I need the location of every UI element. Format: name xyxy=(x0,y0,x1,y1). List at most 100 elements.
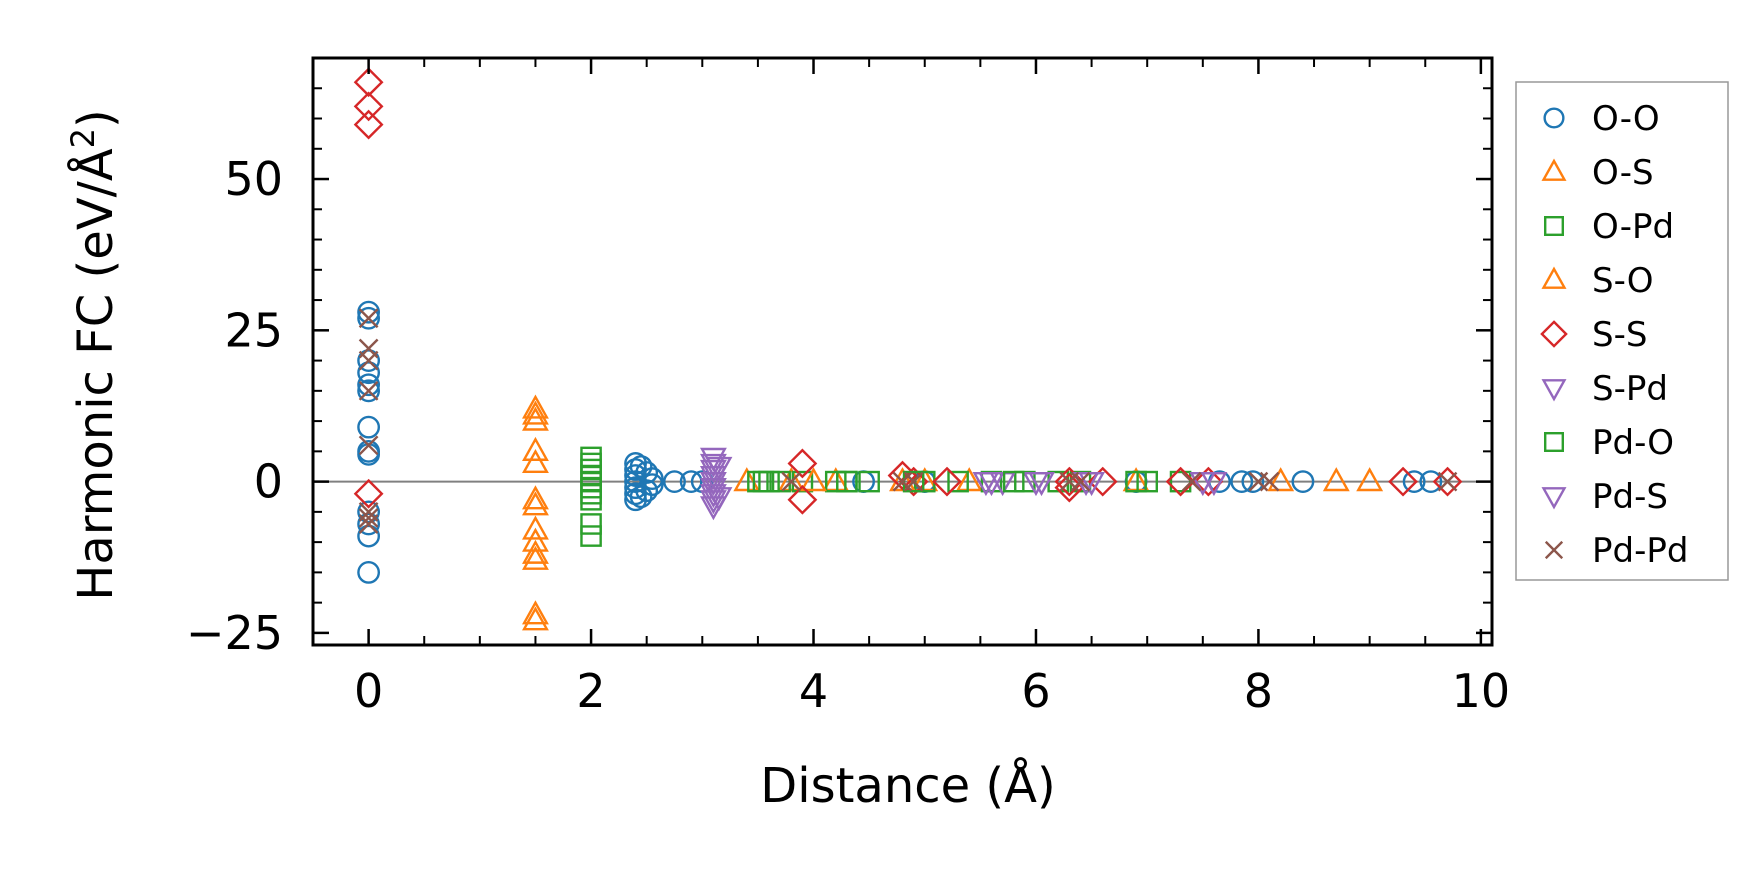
data-point-pd-pd xyxy=(358,350,379,371)
y-tick-label: 50 xyxy=(224,152,283,206)
data-point-s-s xyxy=(1193,466,1224,497)
legend-label-s-pd: S-Pd xyxy=(1592,369,1668,409)
data-point-o-o xyxy=(357,379,381,403)
y-axis-label: Harmonic FC (eV/Å2) xyxy=(64,109,124,601)
legend-label-pd-pd: Pd-Pd xyxy=(1592,531,1688,571)
x-tick-label: 6 xyxy=(1021,664,1050,718)
data-point-o-o xyxy=(357,361,381,385)
data-point-o-o xyxy=(640,473,664,497)
data-point-pd-pd xyxy=(358,514,379,534)
data-point-pd-s xyxy=(972,472,1000,497)
x-axis-label: Distance (Å) xyxy=(760,757,1055,814)
legend-label-pd-s: Pd-S xyxy=(1592,477,1668,517)
data-point-pd-s xyxy=(1028,472,1055,497)
plot-area: 0 2 4 6 8 10 −25 0 25 50 xyxy=(186,56,1510,718)
axes-frame xyxy=(311,56,1494,647)
data-point-o-pd xyxy=(580,452,602,475)
data-point-pd-pd xyxy=(1181,471,1202,492)
legend-marker-s-s xyxy=(1540,320,1568,348)
data-point-o-o xyxy=(1241,470,1265,494)
data-point-o-s xyxy=(955,467,983,492)
data-point-o-o xyxy=(1419,470,1443,494)
data-point-o-s xyxy=(522,406,549,431)
data-point-o-o xyxy=(357,415,381,439)
data-point-pd-pd xyxy=(358,435,379,456)
data-point-pd-pd xyxy=(903,471,924,492)
data-point-o-s xyxy=(777,467,805,492)
legend-marker-o-s xyxy=(1541,158,1567,181)
data-point-s-o xyxy=(522,394,549,419)
data-point-s-pd xyxy=(699,472,727,497)
data-point-o-o xyxy=(357,512,381,536)
y-tick-label: 25 xyxy=(224,303,283,357)
data-point-pd-pd xyxy=(1437,471,1458,492)
data-point-o-o xyxy=(640,467,664,490)
data-point-pd-o xyxy=(1136,470,1158,493)
data-point-o-o xyxy=(357,373,381,397)
legend-marker-o-pd xyxy=(1543,215,1564,236)
data-point-o-pd xyxy=(947,470,969,493)
legend: O-O O-S O-Pd S-O S-S S-Pd Pd-O Pd-S Pd-Pd xyxy=(1515,81,1729,581)
data-point-o-pd xyxy=(580,513,602,535)
y-tick-label: 0 xyxy=(254,455,283,509)
legend-marker-pd-o xyxy=(1543,432,1564,453)
data-point-pd-o xyxy=(1002,470,1025,493)
legend-frame xyxy=(1515,81,1729,581)
data-point-o-o xyxy=(357,524,381,548)
legend-marker-s-pd xyxy=(1541,379,1567,402)
data-point-pd-o xyxy=(580,470,602,493)
x-tick-label: 4 xyxy=(799,664,828,718)
data-point-o-s xyxy=(522,539,549,564)
data-point-pd-pd xyxy=(358,308,379,329)
data-point-o-s xyxy=(522,491,549,516)
y-axis-label-superscript: 2 xyxy=(64,128,102,148)
data-point-s-pd xyxy=(699,484,727,509)
data-point-o-o xyxy=(679,470,703,494)
data-point-pd-pd xyxy=(358,380,379,401)
data-point-o-o xyxy=(357,300,381,324)
data-point-o-s xyxy=(1122,467,1150,492)
data-point-o-pd xyxy=(1125,470,1147,493)
data-point-o-s xyxy=(822,467,850,492)
data-point-s-s xyxy=(1432,466,1463,497)
legend-label-o-pd: O-Pd xyxy=(1592,207,1674,247)
legend-label-o-s: O-S xyxy=(1592,153,1654,193)
data-point-pd-o xyxy=(752,470,775,493)
data-point-o-s xyxy=(1322,467,1350,492)
data-point-s-pd xyxy=(699,453,727,478)
x-tick-label: 8 xyxy=(1244,664,1273,718)
data-point-pd-s xyxy=(1200,472,1228,497)
data-point-o-pd xyxy=(580,446,602,469)
data-point-o-o xyxy=(635,479,659,503)
data-point-o-pd xyxy=(580,525,602,547)
data-point-s-o xyxy=(522,606,549,631)
data-point-o-s xyxy=(522,436,549,461)
data-point-s-o xyxy=(522,600,549,625)
data-point-s-pd xyxy=(699,490,727,515)
data-point-o-o xyxy=(357,306,381,330)
x-tick-label: 0 xyxy=(354,664,383,718)
data-point-o-o xyxy=(1291,470,1315,494)
data-point-s-s xyxy=(353,67,384,98)
legend-marker-s-o xyxy=(1541,266,1567,289)
data-point-o-s xyxy=(522,515,549,540)
x-tick-label: 2 xyxy=(576,664,605,718)
data-point-o-s xyxy=(522,545,549,570)
data-point-o-s xyxy=(1356,467,1384,492)
data-point-pd-s xyxy=(699,447,727,472)
data-point-o-o xyxy=(1402,470,1426,494)
data-point-o-s xyxy=(522,400,549,425)
data-point-s-s xyxy=(932,466,962,497)
data-point-pd-o xyxy=(836,470,858,493)
legend-label-s-o: S-O xyxy=(1592,261,1654,301)
data-point-s-s xyxy=(353,109,384,140)
legend-marker-o-o xyxy=(1543,107,1565,129)
legend-marker-pd-s xyxy=(1541,487,1567,510)
data-point-pd-s xyxy=(699,496,727,521)
data-point-o-s xyxy=(911,467,939,492)
data-point-pd-pd xyxy=(781,471,802,492)
data-point-pd-pd xyxy=(358,508,379,528)
data-point-o-o xyxy=(357,349,381,372)
data-point-s-s xyxy=(1388,466,1418,497)
